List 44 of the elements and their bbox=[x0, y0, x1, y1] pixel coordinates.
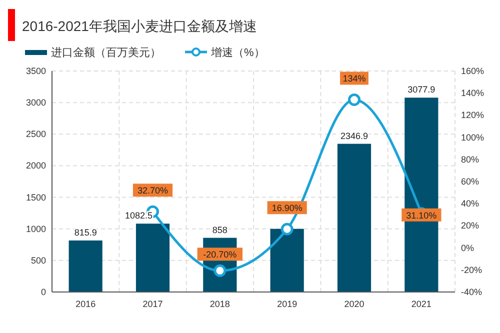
y-tick-label: 1000 bbox=[26, 224, 46, 234]
y2-tick-label: 140% bbox=[461, 88, 484, 98]
bar bbox=[337, 144, 372, 292]
data-label: 3077.9 bbox=[408, 84, 436, 95]
y2-tick-label: 100% bbox=[461, 132, 484, 142]
data-label: 815.9 bbox=[74, 227, 97, 238]
y-tick-label: 500 bbox=[30, 255, 46, 266]
x-tick-label: 2017 bbox=[142, 299, 163, 309]
y2-tick-label: 20% bbox=[461, 220, 480, 231]
data-label: 134% bbox=[342, 74, 366, 84]
bar bbox=[136, 224, 170, 292]
chart-title: 2016-2021年我国小麦进口金额及增速 bbox=[22, 18, 257, 34]
bar bbox=[270, 228, 304, 292]
point bbox=[214, 264, 226, 277]
y2-tick-label: 160% bbox=[461, 66, 484, 76]
y2-tick-label: -40% bbox=[461, 287, 482, 297]
x-tick-label: 2019 bbox=[277, 299, 298, 309]
x-tick-label: 2016 bbox=[76, 299, 96, 309]
data-label: 16.90% bbox=[272, 203, 302, 214]
y-tick-label: 3000 bbox=[26, 98, 46, 108]
point bbox=[348, 93, 360, 106]
data-label: 31.10% bbox=[406, 210, 437, 220]
y-tick-label: 1500 bbox=[26, 192, 46, 202]
legend-label: 进口金额（百万美元） bbox=[51, 46, 161, 59]
data-label: -20.70% bbox=[203, 250, 237, 260]
legend-label: 增速（%） bbox=[210, 46, 265, 59]
bar bbox=[68, 240, 102, 292]
y2-tick-label: 40% bbox=[461, 198, 480, 209]
y-tick-label: 2500 bbox=[26, 129, 46, 140]
x-tick-label: 2021 bbox=[411, 299, 432, 309]
x-tick-label: 2018 bbox=[210, 299, 230, 309]
y-tick-label: 2000 bbox=[26, 160, 46, 171]
y2-tick-label: 80% bbox=[461, 154, 480, 164]
data-label: 858 bbox=[212, 224, 228, 235]
point bbox=[280, 222, 294, 236]
y2-tick-label: 60% bbox=[461, 176, 480, 186]
data-label: 2346.9 bbox=[340, 130, 368, 141]
y2-tick-label: 120% bbox=[461, 110, 484, 120]
data-label: 32.70% bbox=[137, 186, 168, 196]
y-tick-label: 0 bbox=[40, 287, 46, 297]
y-tick-label: 3500 bbox=[26, 66, 46, 76]
x-tick-label: 2020 bbox=[344, 299, 364, 309]
y2-tick-label: -20% bbox=[461, 264, 482, 275]
y2-tick-label: 0% bbox=[461, 242, 474, 253]
